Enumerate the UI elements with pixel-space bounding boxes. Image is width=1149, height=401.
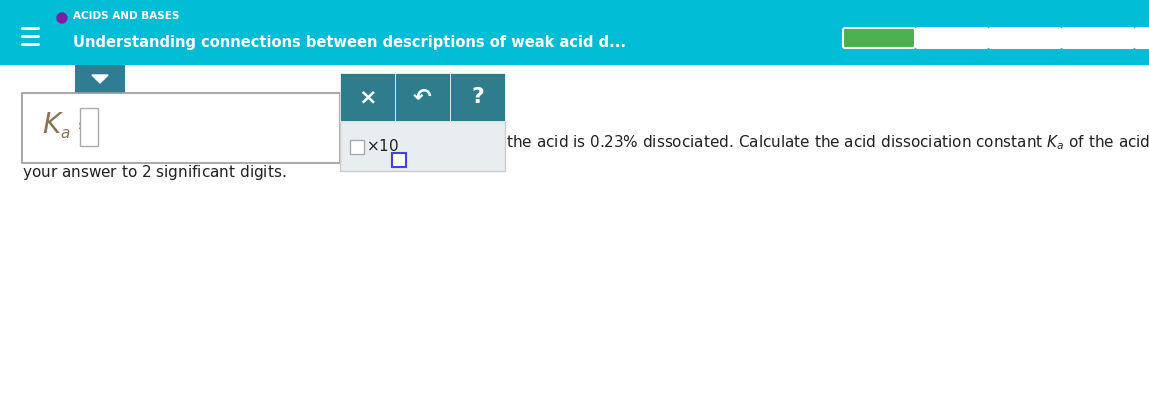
FancyBboxPatch shape <box>916 28 988 48</box>
Text: $\times$10: $\times$10 <box>367 138 399 154</box>
Bar <box>392 153 406 167</box>
Polygon shape <box>92 75 108 83</box>
Bar <box>75 65 125 93</box>
Bar <box>350 140 364 154</box>
Text: ↶: ↶ <box>414 87 432 107</box>
Text: ACIDS AND BASES: ACIDS AND BASES <box>74 11 179 21</box>
Bar <box>340 121 506 171</box>
Bar <box>80 108 98 146</box>
FancyBboxPatch shape <box>843 28 915 48</box>
Text: ×: × <box>358 87 377 107</box>
FancyBboxPatch shape <box>1135 28 1149 48</box>
Bar <box>450 73 506 121</box>
FancyBboxPatch shape <box>989 28 1061 48</box>
Text: ?: ? <box>471 87 484 107</box>
FancyBboxPatch shape <box>1062 28 1134 48</box>
Bar <box>340 73 395 121</box>
Text: $\mathit{K}$: $\mathit{K}$ <box>43 111 64 139</box>
Bar <box>0 0 1149 65</box>
Text: Understanding connections between descriptions of weak acid d...: Understanding connections between descri… <box>74 34 626 49</box>
Circle shape <box>57 13 67 23</box>
Bar <box>22 93 340 163</box>
Bar <box>395 73 450 121</box>
Text: $\mathit{a}$: $\mathit{a}$ <box>60 126 70 142</box>
Text: When a $\mathit{0.013M}$ aqueous solution of a certain acid is prepared, the aci: When a $\mathit{0.013M}$ aqueous solutio… <box>22 133 1149 152</box>
Text: your answer to $\mathit{2}$ significant digits.: your answer to $\mathit{2}$ significant … <box>22 163 286 182</box>
Text: $=$: $=$ <box>72 115 94 135</box>
